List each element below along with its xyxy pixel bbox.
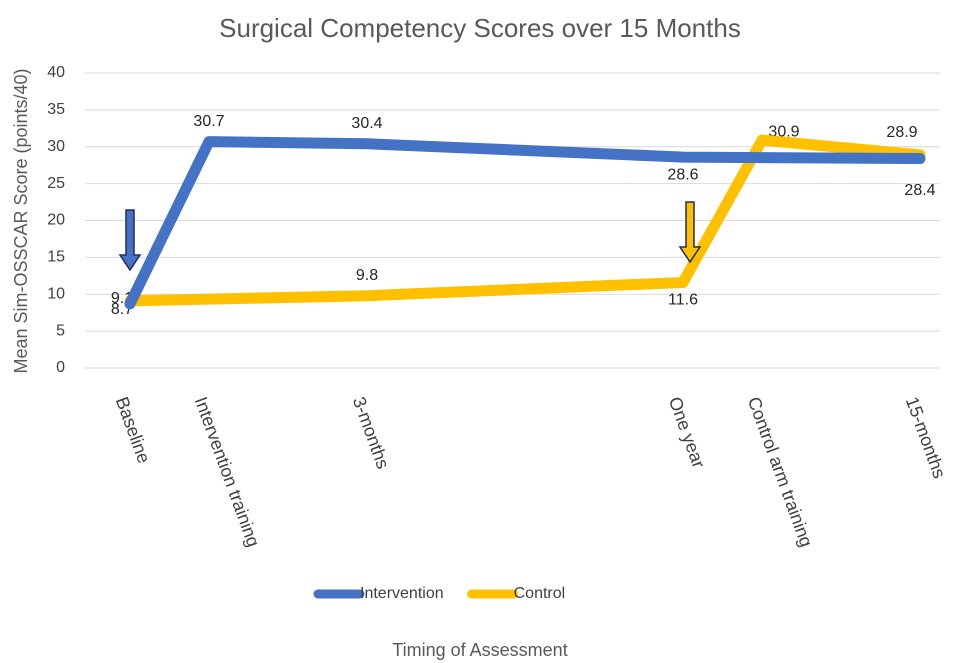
data-label: 11.6 bbox=[668, 292, 698, 309]
y-tick-label: 40 bbox=[47, 64, 65, 81]
y-tick-label: 35 bbox=[47, 101, 65, 118]
y-tick-label: 20 bbox=[47, 212, 65, 229]
y-tick-label: 30 bbox=[47, 138, 65, 155]
chart-title: Surgical Competency Scores over 15 Month… bbox=[219, 13, 741, 43]
data-label: 28.9 bbox=[886, 124, 917, 141]
data-label: 30.7 bbox=[193, 113, 224, 130]
data-label: 28.4 bbox=[904, 182, 935, 199]
y-tick-label: 10 bbox=[47, 285, 65, 302]
legend-label: Control bbox=[514, 585, 566, 602]
legend-label: Intervention bbox=[360, 585, 444, 602]
y-tick-label: 15 bbox=[47, 249, 65, 266]
x-tick-label: Intervention training bbox=[191, 394, 264, 549]
data-label: 9.8 bbox=[356, 267, 378, 284]
x-tick-label: 15-months bbox=[902, 394, 950, 481]
data-label: 30.4 bbox=[351, 115, 382, 132]
y-axis-title: Mean Sim-OSSCAR Score (points/40) bbox=[11, 68, 31, 373]
arrow bbox=[118, 209, 142, 272]
series-line bbox=[124, 134, 926, 307]
x-tick-label: 3-months bbox=[349, 394, 393, 471]
y-tick-label: 5 bbox=[56, 322, 65, 339]
y-tick-label: 25 bbox=[47, 175, 65, 192]
x-tick-label: One year bbox=[665, 394, 709, 470]
x-axis-title: Timing of Assessment bbox=[392, 640, 567, 660]
x-tick-label: Control arm training bbox=[744, 394, 817, 549]
data-label: 28.6 bbox=[667, 166, 698, 183]
y-tick-label: 0 bbox=[56, 359, 65, 376]
x-tick-label: Baseline bbox=[112, 394, 154, 466]
series-line bbox=[124, 136, 926, 310]
arrow bbox=[678, 201, 702, 264]
